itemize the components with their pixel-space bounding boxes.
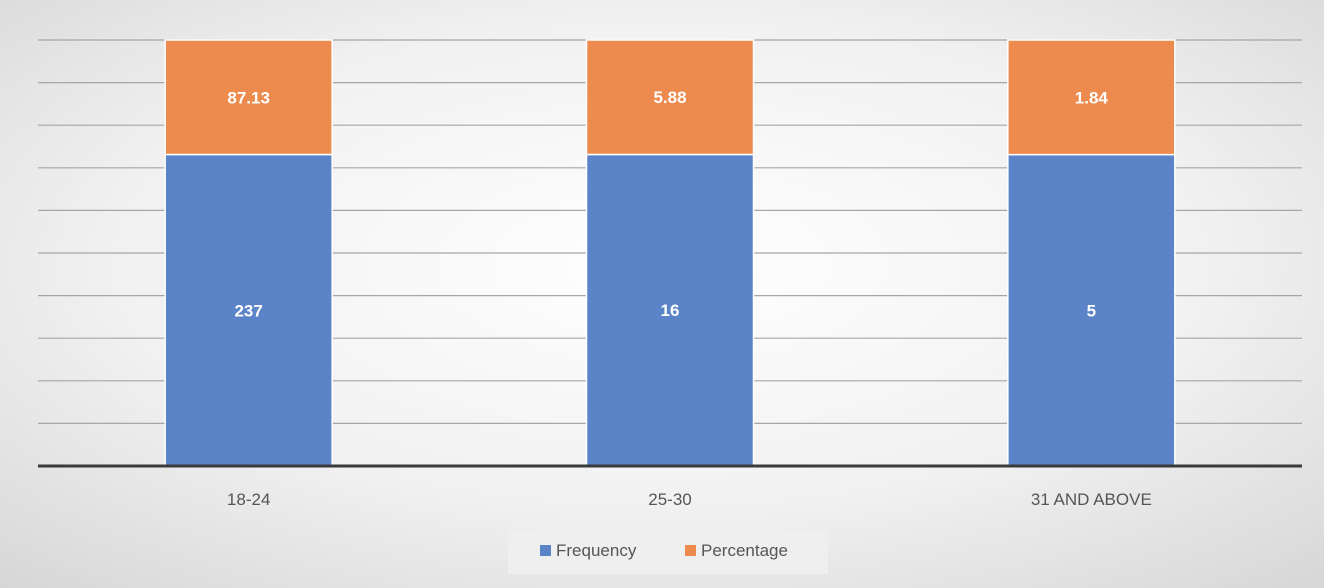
legend-swatch-percentage bbox=[685, 545, 696, 556]
x-tick-label: 25-30 bbox=[648, 490, 691, 509]
legend: Frequency Percentage bbox=[508, 530, 828, 574]
bars: 237 87.13 16 5.88 5 1.84 bbox=[164, 39, 1176, 467]
x-tick-label: 18-24 bbox=[227, 490, 270, 509]
data-label-frequency: 237 bbox=[234, 301, 262, 320]
bar-percentage bbox=[1007, 39, 1176, 156]
data-label-frequency: 16 bbox=[661, 301, 680, 320]
data-label-frequency: 5 bbox=[1087, 301, 1096, 320]
data-label-percentage: 5.88 bbox=[653, 88, 686, 107]
x-axis: 18-24 25-30 31 AND ABOVE bbox=[38, 464, 1302, 509]
bar-frequency bbox=[585, 153, 755, 467]
data-label-percentage: 1.84 bbox=[1075, 88, 1109, 107]
legend-label-frequency: Frequency bbox=[556, 541, 637, 560]
x-tick-label: 31 AND ABOVE bbox=[1031, 490, 1152, 509]
bar-frequency bbox=[1007, 153, 1176, 467]
legend-swatch-frequency bbox=[540, 545, 551, 556]
data-label-percentage: 87.13 bbox=[227, 88, 270, 107]
bar-percentage bbox=[585, 39, 755, 156]
legend-box bbox=[508, 530, 828, 574]
bar-percentage bbox=[164, 39, 333, 156]
bar-frequency bbox=[164, 153, 333, 467]
legend-label-percentage: Percentage bbox=[701, 541, 788, 560]
